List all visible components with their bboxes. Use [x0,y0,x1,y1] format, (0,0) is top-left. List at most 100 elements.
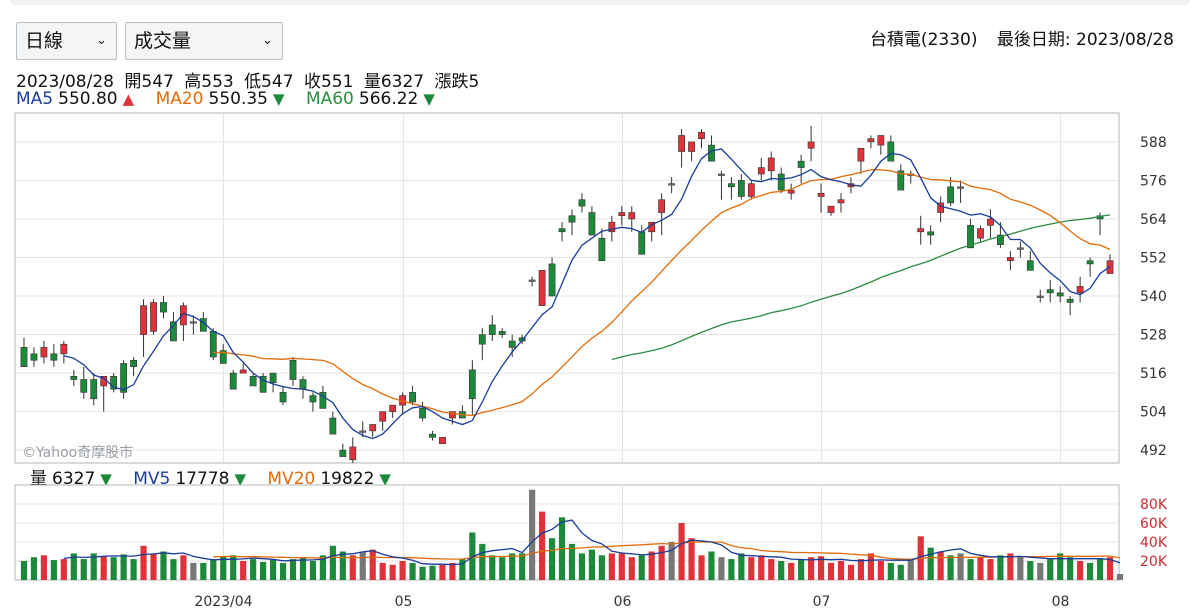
volume-bar [568,543,576,580]
volume-bar [469,532,476,580]
volume-bar [1077,561,1084,580]
volume-bar [20,561,28,580]
ma60-label: MA60 [305,89,354,109]
candle-body [1076,286,1084,294]
volume-bar [598,555,605,580]
candle-body [638,231,646,255]
ma5-label: MA5 [16,89,54,109]
candle-body [857,148,865,162]
volume-bar [419,566,426,580]
candle-body [997,234,1004,245]
candle-body [299,379,307,390]
candle-body [90,379,98,400]
candle-body [777,173,785,191]
ma5-line [63,148,1111,440]
candle-body [817,192,825,197]
volume-bar [847,564,855,580]
candle-body [249,376,257,387]
volume-bar [548,538,556,580]
volume-bar [927,547,934,580]
volume-bar [658,545,665,580]
ma-legend: MA5 550.80 ▲ MA20 550.35 ▼ MA60 566.22 ▼ [16,89,451,109]
candle-body [189,321,197,324]
volume-bar [877,561,884,580]
volume-bar [309,561,317,580]
candle-body [508,340,516,348]
candle-body [259,376,267,393]
candle-body [947,186,954,204]
candle-body [339,449,347,457]
candle-body [478,334,486,345]
candle-body [329,417,337,435]
volume-bar [837,561,845,580]
candle-body [349,446,357,461]
volume-bar [618,553,625,580]
volume-bar [539,511,546,580]
price-tick-label: 528 [1140,328,1167,344]
volume-bar [778,561,785,580]
candle-body [160,302,167,313]
ma20-label: MA20 [155,89,204,109]
volume-bar [947,555,954,580]
candle-body [1006,257,1014,262]
volume-bar [80,559,87,580]
ma60-line [611,214,1111,361]
candle-body [867,138,875,143]
last-date: 最後日期: 2023/08/28 [996,30,1174,50]
volume-bar [220,556,227,580]
candle-body [787,189,795,194]
price-panel-frame [14,112,1120,464]
stock-name: 台積電(2330) [869,30,978,50]
volume-bar [628,557,635,580]
candle-body [1036,295,1044,298]
candle-body [20,347,28,367]
volume-tick-label: 80K [1140,497,1168,513]
ma60-value: 566.22 [358,89,419,109]
volume-bar [588,549,595,580]
ma60-arrow: ▼ [423,90,435,108]
price-tick-label: 492 [1140,443,1167,459]
month-tick-label: 07 [813,594,831,610]
volume-bar [608,553,615,580]
volume-bar [638,555,645,580]
candle-body [309,395,317,403]
volume-bar [648,551,655,580]
volume-bar [170,559,177,580]
volume-bar [857,559,865,580]
candle-body [50,353,58,361]
candle-body [140,305,147,335]
candle-body [1016,247,1024,250]
volume-bar [808,557,815,580]
price-tick-label: 576 [1140,173,1167,189]
volume-bar [389,564,396,580]
indicator-select[interactable]: 成交量 ⌄ [125,22,283,60]
volume-bar [110,557,117,580]
volume-bar [768,559,775,580]
volume-bar [578,553,586,580]
volume-bar [240,561,247,580]
ohlc-volume: 量6327 [363,72,425,92]
volume-bar [359,551,366,580]
period-select-value: 日線 [25,30,64,52]
mv20-arrow: ▼ [379,470,391,488]
candle-body [60,343,68,355]
candle-body [568,215,576,223]
ohlc-summary: 2023/08/28 開547 高553 低547 收551 量6327 漲跌5 [16,67,484,92]
candle-body [827,205,835,213]
volume-bar [379,562,386,580]
volume-tick-label: 60K [1140,516,1168,532]
ma20-value: 550.35 [208,89,268,109]
candle-body [718,173,725,176]
candle-body [419,408,426,419]
volume-bar [788,562,795,580]
period-select[interactable]: 日線 ⌄ [16,22,117,60]
volume-bar [439,564,446,580]
volume-bar [1087,562,1094,580]
candle-body [409,392,416,403]
volume-bar [529,489,536,580]
volume-bar [708,551,715,580]
mv5-arrow: ▼ [234,470,246,488]
watermark-text: ©Yahoo奇摩股市 [22,444,133,461]
candle-body [628,212,636,220]
